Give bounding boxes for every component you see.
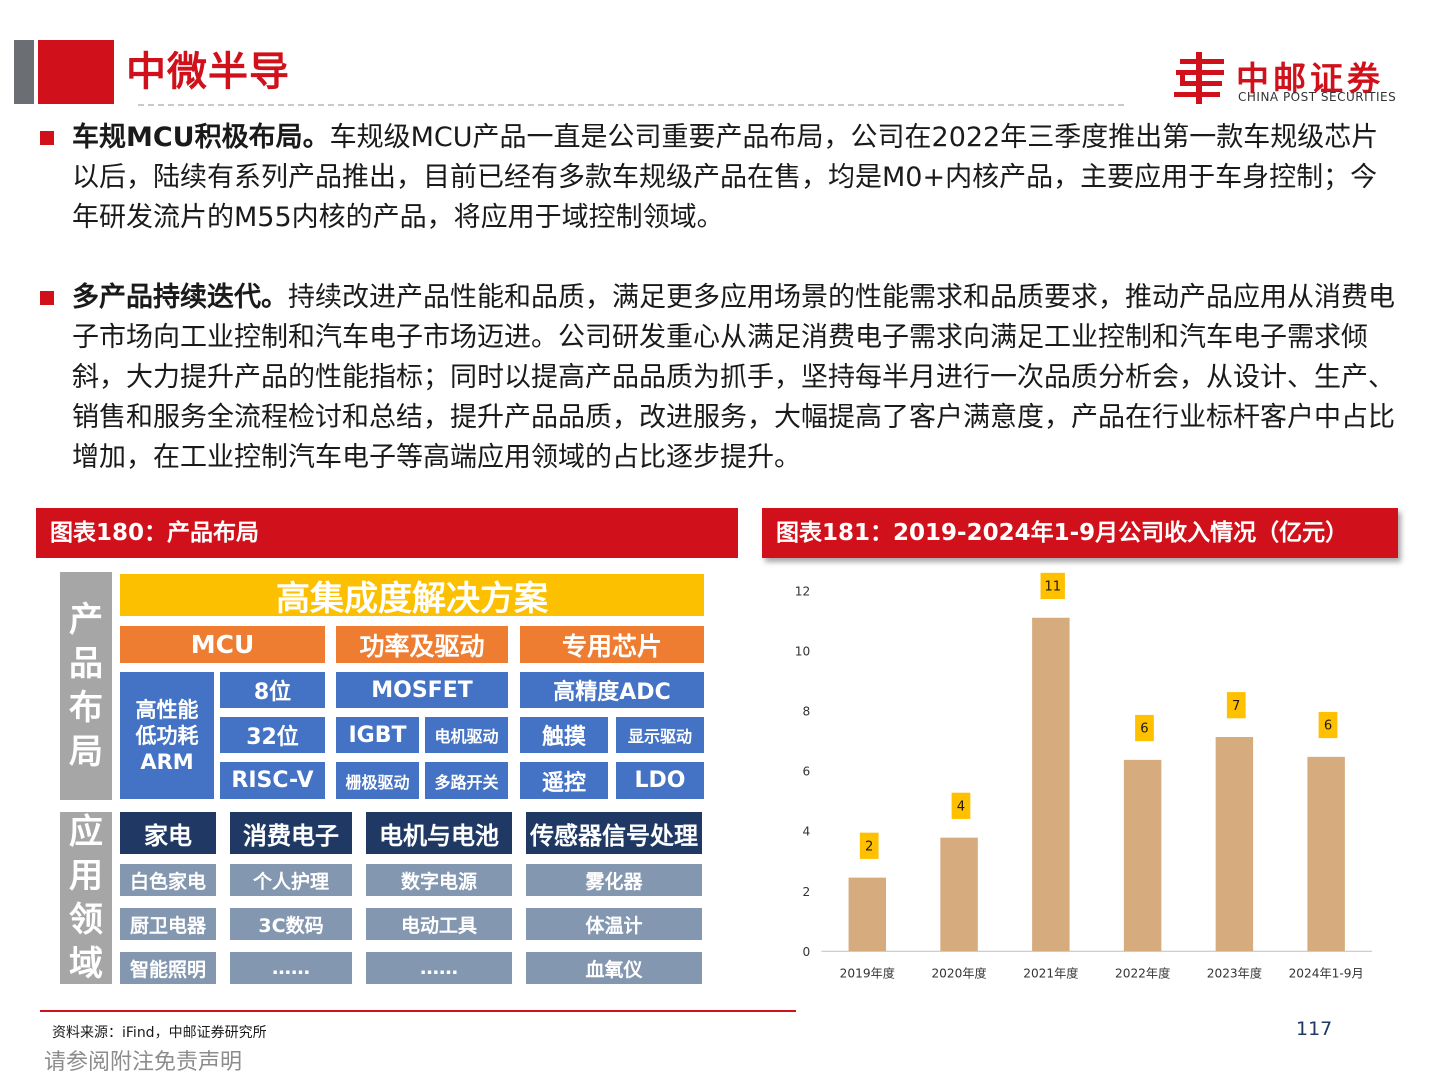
app-item: …… — [230, 952, 352, 984]
data-label: 6 — [1324, 719, 1332, 734]
revenue-bar — [1307, 756, 1345, 952]
revenue-bar — [1032, 617, 1070, 952]
power-item-motor-driver: 电机驱动 — [425, 717, 508, 753]
y-tick-label: 12 — [795, 584, 810, 598]
product-layout-diagram: 产品布局 应用领域 高集成度解决方案 MCU 功率及驱动 专用芯片 高性能低功耗… — [60, 572, 706, 984]
mcu-arm-label: 高性能低功耗ARM — [135, 697, 199, 774]
power-item-mosfet: MOSFET — [336, 672, 508, 708]
side-label-products: 产品布局 — [60, 572, 112, 800]
category-mcu: MCU — [120, 626, 325, 663]
y-tick-label: 6 — [802, 765, 810, 779]
special-item-remote: 遥控 — [520, 762, 608, 799]
y-tick-label: 4 — [802, 825, 810, 839]
revenue-bar — [1123, 759, 1162, 952]
data-label-box — [1040, 572, 1065, 600]
bullet-square-icon — [40, 131, 54, 145]
data-label-box — [1318, 711, 1338, 739]
side-label-products-text: 产品布局 — [69, 600, 103, 772]
side-label-applications: 应用领域 — [60, 812, 112, 984]
data-label: 6 — [1140, 722, 1148, 737]
figure-180-title: 图表180：产品布局 — [36, 508, 738, 558]
y-tick-label: 2 — [802, 885, 810, 899]
side-label-applications-text: 应用领域 — [69, 812, 103, 984]
revenue-bar — [1215, 737, 1254, 952]
app-item: 雾化器 — [526, 864, 702, 896]
x-tick-label: 2024年1-9月 — [1289, 966, 1364, 980]
power-item-igbt: IGBT — [336, 717, 419, 753]
disclaimer-note: 请参阅附注免责声明 — [44, 1050, 243, 1075]
revenue-bar-chart: 0 2 4 6 8 10 12 2 2019年度 4 2020年度 11 2021年度 6 2022年度 7 2… — [795, 572, 1373, 980]
header-red-bar — [38, 40, 114, 104]
y-tick-label: 10 — [795, 644, 810, 658]
bullet-square-icon — [40, 291, 54, 305]
data-label: 4 — [957, 800, 965, 815]
paragraph-product-iteration: 多产品持续迭代。持续改进产品性能和品质，满足更多应用场景的性能需求和品质要求，推… — [40, 278, 1400, 478]
source-note: 资料来源：iFind，中邮证券研究所 — [52, 1025, 267, 1041]
integrated-solution-banner: 高集成度解决方案 — [120, 574, 704, 619]
special-item-display-driver: 显示驱动 — [616, 717, 704, 753]
special-item-adc: 高精度ADC — [520, 672, 704, 708]
x-tick-label: 2021年度 — [1023, 965, 1078, 980]
power-item-multi-switch: 多路开关 — [425, 762, 508, 799]
china-post-logo-icon — [1174, 52, 1224, 104]
mcu-arm-block: 高性能低功耗ARM — [120, 672, 214, 799]
mcu-item-8bit: 8位 — [220, 672, 325, 708]
app-item: 血氧仪 — [526, 952, 702, 984]
page-title: 中微半导 — [126, 49, 290, 95]
logo-chinese-name: 中邮证券 — [1236, 59, 1384, 98]
paragraph-text: 多产品持续迭代。持续改进产品性能和品质，满足更多应用场景的性能需求和品质要求，推… — [72, 278, 1400, 478]
y-tick-label: 8 — [802, 705, 810, 719]
app-sensor-signal: 传感器信号处理 — [526, 812, 702, 854]
header-gray-bar — [14, 40, 34, 104]
category-special-chip: 专用芯片 — [520, 626, 704, 663]
special-item-touch: 触摸 — [520, 717, 608, 753]
paragraph-body: 车规级MCU产品一直是公司重要产品布局，公司在2022年三季度推出第一款车规级芯… — [72, 122, 1379, 233]
app-item: 白色家电 — [120, 864, 216, 896]
revenue-bar — [940, 837, 978, 952]
mcu-item-riscv: RISC-V — [220, 762, 325, 799]
app-home-appliance: 家电 — [120, 812, 216, 854]
app-item: 智能照明 — [120, 952, 216, 984]
x-tick-label: 2020年度 — [931, 965, 986, 980]
y-tick-label: 0 — [802, 945, 810, 959]
mcu-item-32bit: 32位 — [220, 717, 325, 753]
paragraph-lead: 车规MCU积极布局。 — [72, 122, 330, 153]
data-label-box — [859, 832, 879, 859]
data-label-box — [951, 792, 971, 819]
x-tick-label: 2022年度 — [1115, 965, 1170, 980]
app-item: 电动工具 — [366, 908, 512, 940]
app-item: 数字电源 — [366, 864, 512, 896]
app-item: 3C数码 — [230, 908, 352, 940]
app-item: …… — [366, 952, 512, 984]
app-item: 个人护理 — [230, 864, 352, 896]
header-divider — [138, 104, 1124, 106]
data-label: 11 — [1044, 580, 1061, 595]
paragraph-body: 持续改进产品性能和品质，满足更多应用场景的性能需求和品质要求，推动产品应用从消费… — [72, 282, 1395, 473]
paragraph-text: 车规MCU积极布局。车规级MCU产品一直是公司重要产品布局，公司在2022年三季… — [72, 118, 1400, 238]
x-tick-label: 2023年度 — [1207, 965, 1262, 980]
paragraph-automotive-mcu: 车规MCU积极布局。车规级MCU产品一直是公司重要产品布局，公司在2022年三季… — [40, 118, 1400, 238]
revenue-bar — [848, 877, 887, 952]
data-label: 2 — [865, 839, 873, 854]
app-item: 厨卫电器 — [120, 908, 216, 940]
category-power-driver: 功率及驱动 — [336, 626, 508, 663]
data-label-box — [1226, 692, 1246, 719]
paragraph-lead: 多产品持续迭代。 — [72, 282, 288, 313]
x-tick-label: 2019年度 — [840, 965, 895, 980]
data-label-box — [1135, 714, 1154, 742]
figure-181-title: 图表181：2019-2024年1-9月公司收入情况（亿元） — [762, 508, 1398, 558]
app-motor-battery: 电机与电池 — [366, 812, 512, 854]
data-label: 7 — [1232, 699, 1240, 714]
special-item-ldo: LDO — [616, 762, 704, 799]
logo-english-name: CHINA POST SECURITIES — [1238, 90, 1397, 104]
page-number: 117 — [1296, 1018, 1333, 1040]
source-divider — [40, 1010, 796, 1012]
app-consumer-electronics: 消费电子 — [230, 812, 352, 854]
app-item: 体温计 — [526, 908, 702, 940]
power-item-gate-driver: 栅极驱动 — [336, 762, 419, 799]
